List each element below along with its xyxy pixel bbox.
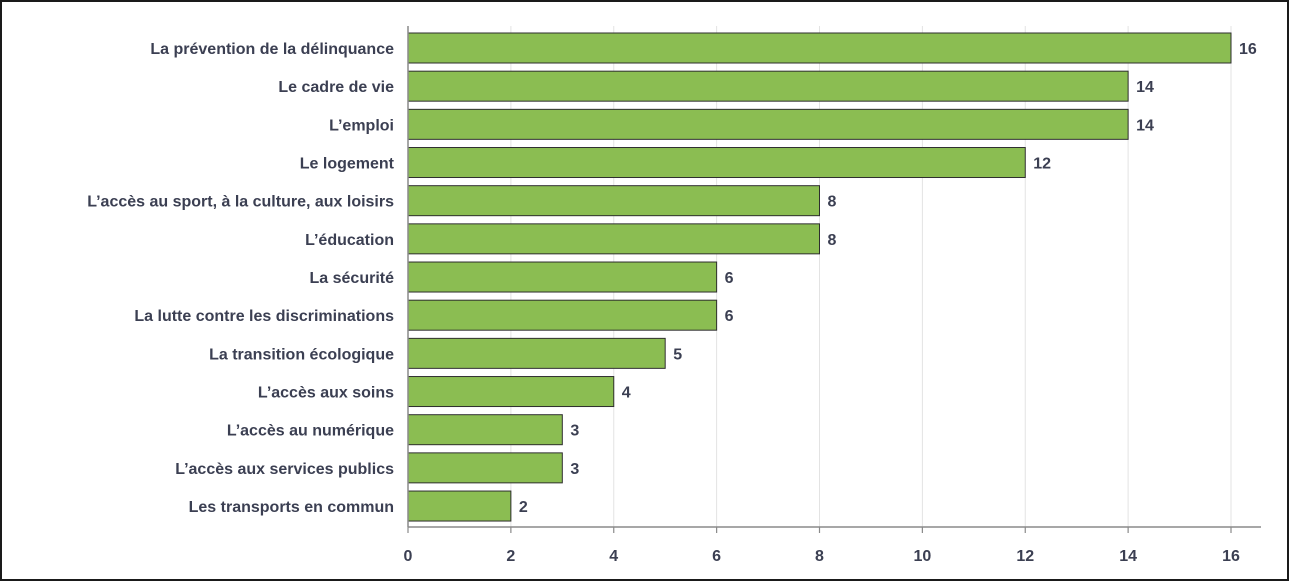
x-tick-label-6: 6 — [712, 548, 721, 565]
bar-12 — [407, 490, 512, 522]
bar-0 — [407, 32, 1232, 64]
bar-3 — [407, 147, 1026, 179]
value-label-11: 3 — [570, 461, 579, 478]
category-label-8: La transition écologique — [209, 346, 394, 363]
x-tick-label-4: 4 — [609, 548, 618, 565]
x-tick-label-0: 0 — [404, 548, 413, 565]
value-label-4: 8 — [828, 194, 837, 211]
x-tick-label-10: 10 — [913, 548, 931, 565]
bar-9 — [407, 376, 615, 408]
category-label-12: Les transports en commun — [189, 499, 394, 516]
category-label-2: L’emploi — [329, 117, 394, 134]
value-label-7: 6 — [725, 308, 734, 325]
bar-11 — [407, 452, 563, 484]
category-label-0: La prévention de la délinquance — [150, 41, 394, 58]
category-label-5: L’éducation — [305, 232, 394, 249]
value-label-0: 16 — [1239, 41, 1257, 58]
category-label-10: L’accès au numérique — [227, 423, 394, 440]
bar-7 — [407, 299, 718, 331]
value-label-5: 8 — [828, 232, 837, 249]
category-label-4: L’accès au sport, à la culture, aux lois… — [87, 194, 394, 211]
x-tick-label-14: 14 — [1119, 548, 1137, 565]
value-label-3: 12 — [1033, 156, 1051, 173]
category-label-6: La sécurité — [310, 270, 395, 287]
x-tick-label-8: 8 — [815, 548, 824, 565]
value-label-2: 14 — [1136, 117, 1154, 134]
value-label-9: 4 — [622, 385, 631, 402]
x-tick-label-12: 12 — [1016, 548, 1034, 565]
bar-1 — [407, 70, 1129, 102]
labels: La prévention de la délinquance 16 Le cadr… — [87, 41, 1257, 516]
bar-2 — [407, 108, 1129, 140]
bar-5 — [407, 223, 820, 255]
value-label-8: 5 — [673, 346, 682, 363]
x-tick-label-2: 2 — [506, 548, 515, 565]
bar-10 — [407, 414, 563, 446]
bar-6 — [407, 261, 718, 293]
category-label-1: Le cadre de vie — [278, 79, 394, 96]
value-label-6: 6 — [725, 270, 734, 287]
bar-4 — [407, 185, 820, 217]
category-label-9: L’accès aux soins — [258, 385, 394, 402]
value-label-12: 2 — [519, 499, 528, 516]
bar-8 — [407, 337, 666, 369]
category-label-11: L’accès aux services publics — [175, 461, 394, 478]
x-tick-label-16: 16 — [1222, 548, 1240, 565]
bars — [407, 32, 1232, 522]
category-label-3: Le logement — [300, 156, 395, 173]
axes: 0 2 4 6 8 10 12 14 16 — [404, 26, 1261, 565]
value-label-10: 3 — [570, 423, 579, 440]
value-label-1: 14 — [1136, 79, 1154, 96]
category-label-7: La lutte contre les discriminations — [134, 308, 394, 325]
